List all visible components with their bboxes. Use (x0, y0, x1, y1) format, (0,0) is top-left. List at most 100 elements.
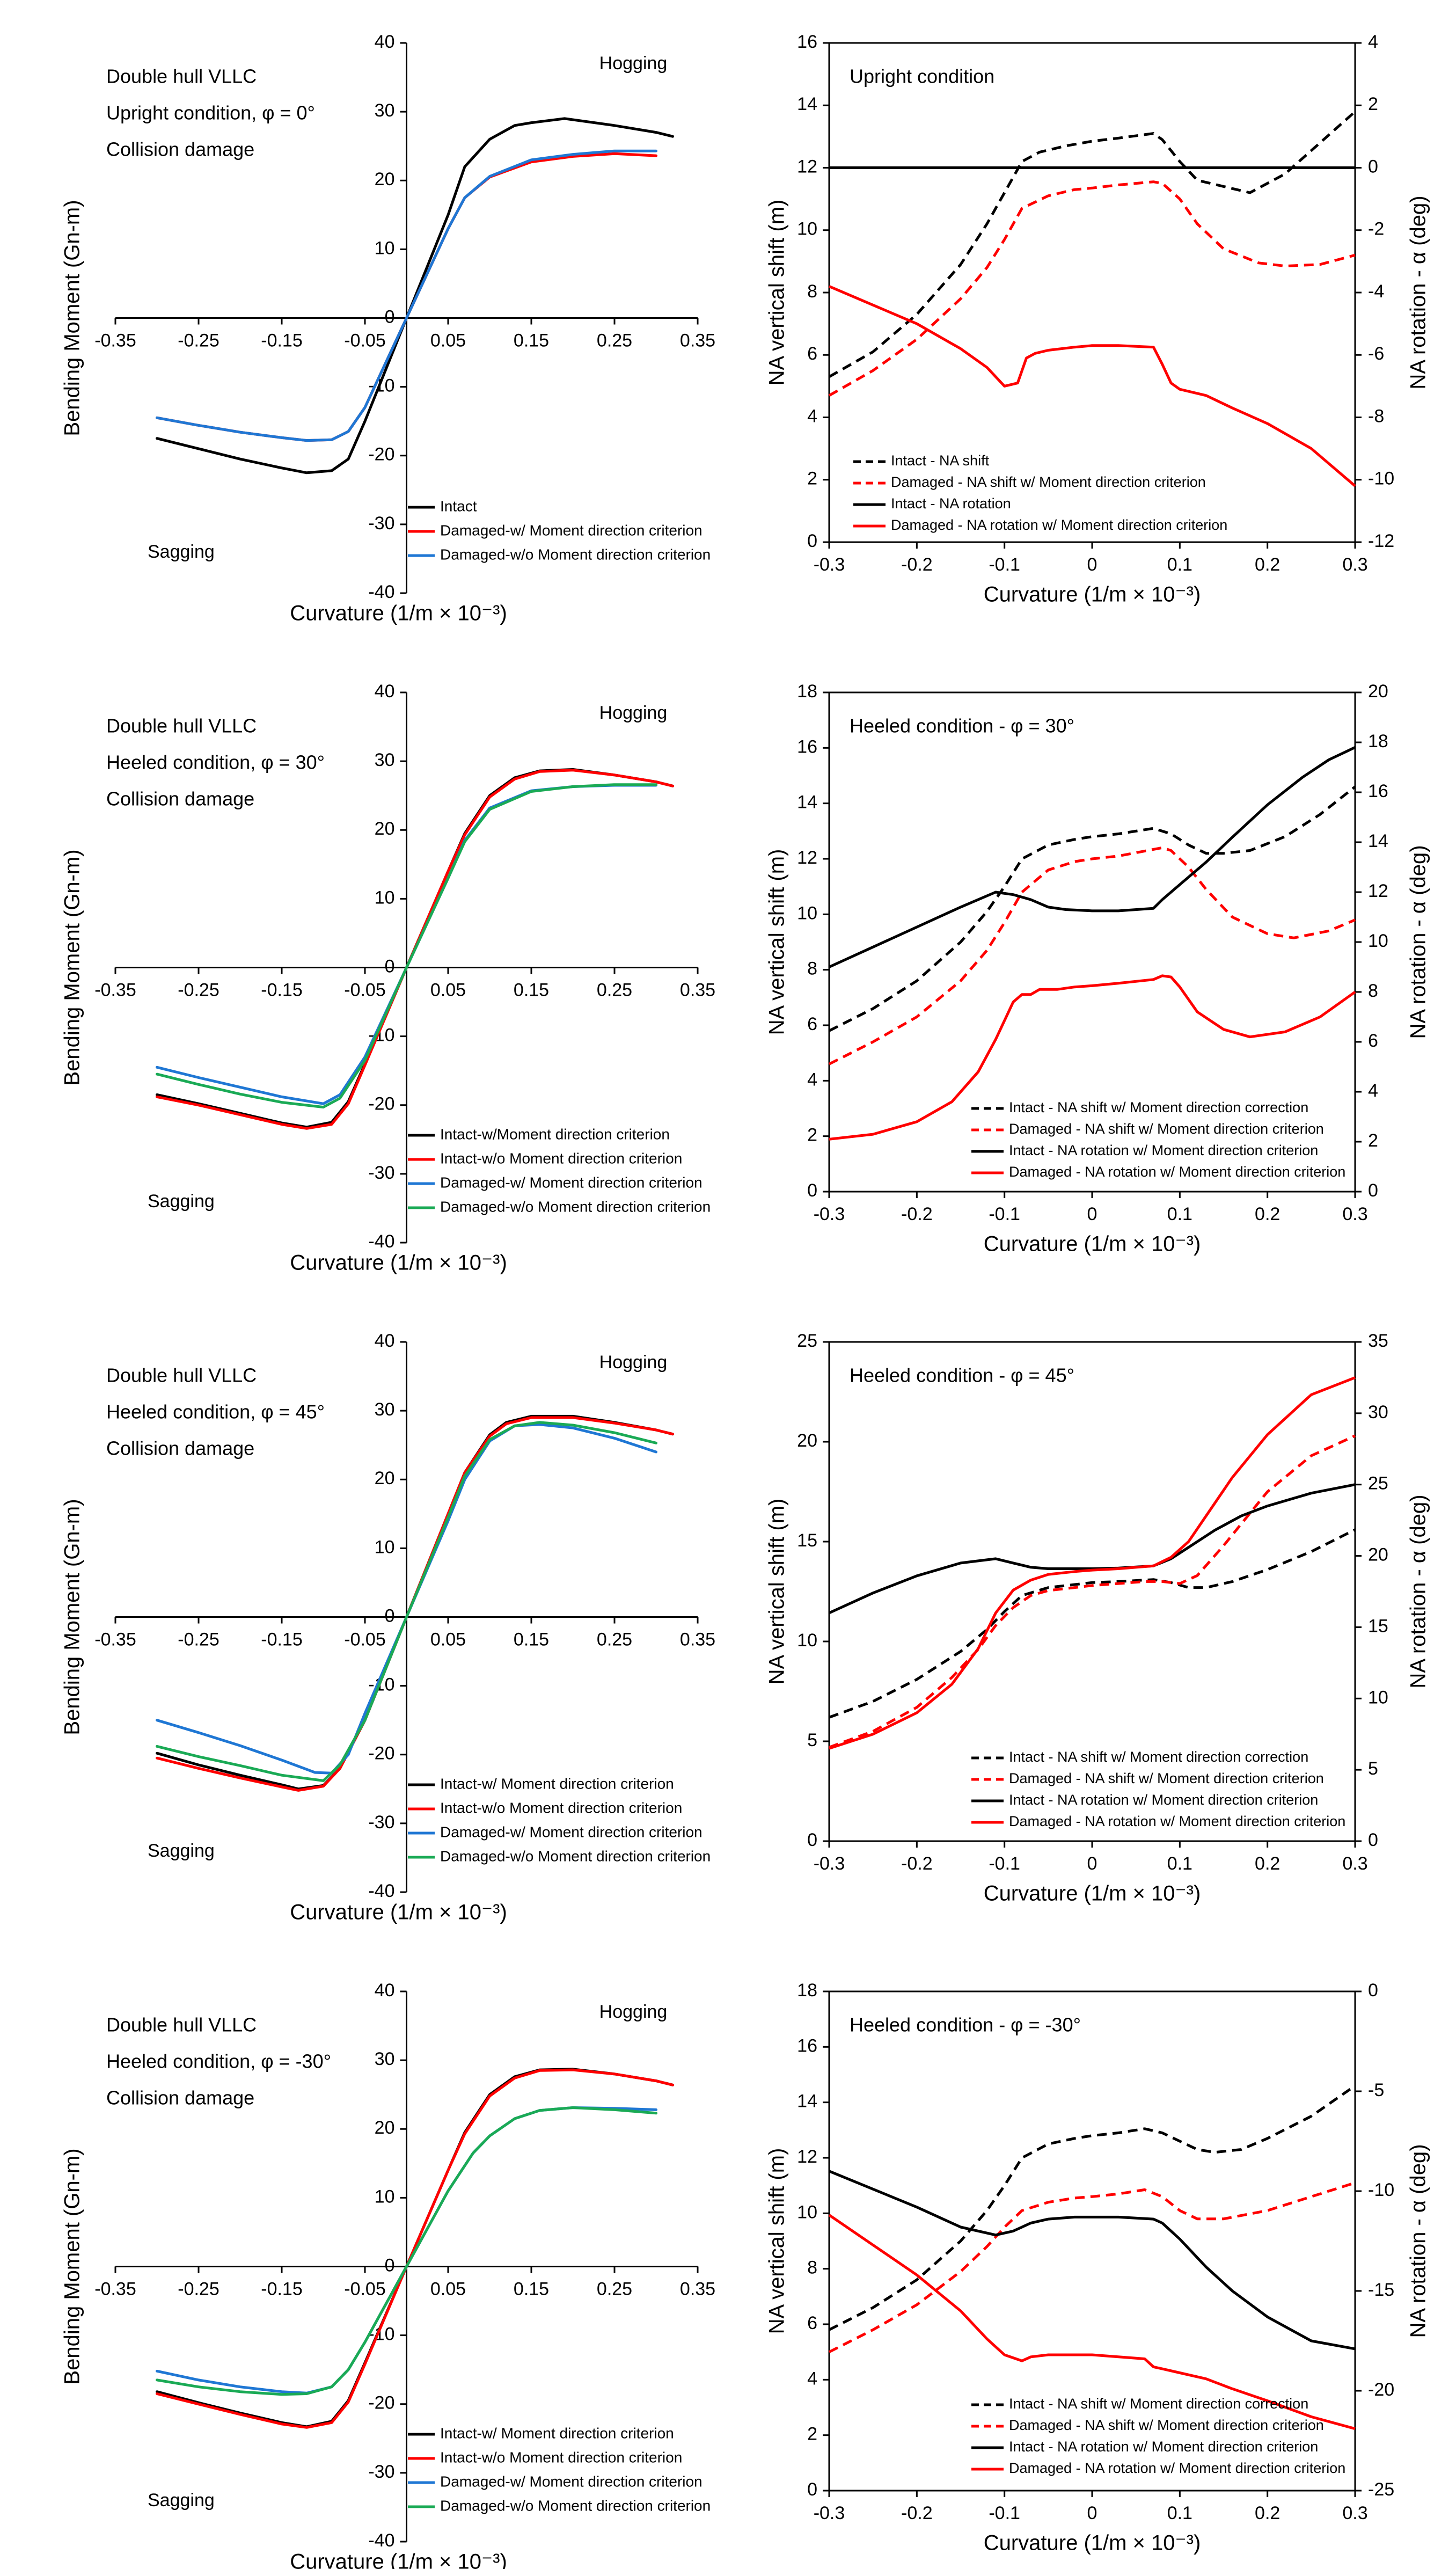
left-y-tick-label: 10 (797, 1630, 817, 1651)
x-tick-label: 0.15 (514, 980, 549, 1000)
series-line (829, 1434, 1356, 1749)
x-tick-label: 0.35 (680, 2279, 715, 2299)
legend-entry: Intact-w/ Moment direction criterion (440, 1775, 674, 1792)
left-y-tick-label: 2 (807, 1125, 817, 1145)
legend-entry: Damaged-w/o Moment direction criterion (440, 2497, 711, 2514)
y-tick-label: -20 (368, 444, 394, 465)
legend-entry: Damaged-w/o Moment direction criterion (440, 1198, 711, 1215)
left-y-tick-label: 2 (807, 469, 817, 489)
series-line (829, 2170, 1356, 2351)
x-tick-label: 0.25 (597, 980, 632, 1000)
right-y-tick-label: 8 (1368, 981, 1378, 1001)
right-y-tick-label: -20 (1368, 2380, 1394, 2400)
right-y-tick-label: -12 (1368, 531, 1394, 551)
left-y-tick-label: 14 (797, 792, 817, 813)
x-tick-label: -0.35 (94, 1629, 136, 1650)
left-y-tick-label: 12 (797, 848, 817, 868)
y-axis-label: Bending Moment (Gn-m) (61, 849, 84, 1085)
right-y-tick-label: -2 (1368, 219, 1384, 239)
legend-entry: Intact (440, 498, 477, 514)
neutral-axis-chart: -0.3 -0.2 -0.1 0 0.1 0.2 0.3 0 2 4 6 8 10 12 14 16 -12 -1… (765, 32, 1430, 607)
right-y-tick-label: 16 (1368, 781, 1388, 801)
hogging-label: Hogging (599, 1352, 668, 1373)
right-y-tick-label: 2 (1368, 1130, 1378, 1151)
y-tick-label: 20 (375, 1468, 395, 1488)
right-y-tick-label: 4 (1368, 1081, 1378, 1101)
x-tick-label: 0.2 (1255, 2503, 1280, 2523)
right-y-axis-label: NA rotation - α (deg) (1407, 2144, 1430, 2338)
x-tick-label: -0.05 (344, 1629, 386, 1650)
y-tick-label: -40 (368, 582, 394, 602)
x-tick-label: 0.1 (1167, 1853, 1192, 1874)
legend-entry: Damaged - NA shift w/ Moment direction c… (1009, 2417, 1324, 2433)
right-y-tick-label: -10 (1368, 2180, 1394, 2200)
left-y-tick-label: 18 (797, 681, 817, 702)
x-tick-label: 0.15 (514, 1629, 549, 1650)
legend-entry: Intact - NA shift (891, 453, 990, 469)
x-tick-label: -0.25 (178, 1629, 220, 1650)
x-axis-label: Curvature (1/m × 10⁻³) (984, 583, 1201, 607)
panel-annotation: Heeled condition, φ = -30° (106, 2050, 331, 2072)
x-axis-label: Curvature (1/m × 10⁻³) (984, 1882, 1201, 1906)
legend-entry: Intact - NA shift w/ Moment direction co… (1009, 1099, 1308, 1115)
legend: Intact - NA shift Damaged - NA shift w/ M… (853, 453, 1227, 533)
x-tick-label: 0.05 (430, 980, 466, 1000)
bending-moment-chart: -0.35 -0.25 -0.15 -0.05 0.05 0.15 0.25 0.35 -40 -… (61, 1331, 716, 1924)
legend-entry: Intact - NA rotation w/ Moment direction… (1009, 1142, 1318, 1158)
left-y-tick-label: 6 (807, 344, 817, 364)
panel-annotation: Collision damage (106, 138, 254, 160)
y-tick-label: -40 (368, 1881, 394, 1901)
y-tick-label: 30 (375, 1399, 395, 1420)
left-y-tick-label: 15 (797, 1530, 817, 1551)
right-y-tick-label: 0 (1368, 156, 1378, 177)
series-line (156, 2068, 674, 2429)
legend-entry: Damaged - NA shift w/ Moment direction c… (1009, 1770, 1324, 1786)
right-y-tick-label: -15 (1368, 2280, 1394, 2300)
bending-moment-chart: -0.35 -0.25 -0.15 -0.05 0.05 0.15 0.25 0.35 -40 -… (61, 1980, 716, 2569)
left-y-tick-label: 0 (807, 531, 817, 551)
x-tick-label: 0 (1087, 554, 1098, 575)
x-tick-label: -0.15 (261, 980, 303, 1000)
left-y-tick-label: 8 (807, 281, 817, 302)
right-y-tick-label: -5 (1368, 2080, 1384, 2100)
x-tick-label: -0.35 (94, 980, 136, 1000)
right-y-tick-label: 6 (1368, 1031, 1378, 1051)
panel-annotation: Upright condition, φ = 0° (106, 102, 315, 124)
x-tick-label: -0.15 (261, 2279, 303, 2299)
series-line (828, 846, 1356, 1065)
left-y-axis-label: NA vertical shift (m) (765, 2148, 789, 2334)
left-y-tick-label: 0 (807, 2479, 817, 2500)
y-tick-label: -20 (368, 1094, 394, 1114)
x-tick-label: 0.3 (1342, 554, 1367, 575)
x-tick-label: 0.3 (1342, 1853, 1367, 1874)
x-tick-label: -0.05 (344, 330, 386, 351)
y-tick-label: 0 (385, 1605, 395, 1626)
panel-annotation: Heeled condition, φ = 45° (106, 1401, 325, 1423)
legend-entry: Intact-w/o Moment direction criterion (440, 1799, 682, 1816)
series-line (828, 180, 1356, 397)
right-y-tick-label: 18 (1368, 731, 1388, 751)
x-axis-label: Curvature (1/m × 10⁻³) (984, 2531, 1201, 2555)
right-y-tick-label: 15 (1368, 1616, 1388, 1636)
right-y-tick-label: 0 (1368, 1980, 1378, 2001)
x-tick-label: -0.2 (901, 554, 933, 575)
legend-entry: Intact - NA rotation (891, 495, 1011, 512)
right-y-axis-label: NA rotation - α (deg) (1407, 845, 1430, 1039)
x-tick-label: -0.35 (94, 2279, 136, 2299)
x-axis-label: Curvature (1/m × 10⁻³) (290, 602, 507, 625)
y-tick-label: 20 (375, 169, 395, 189)
left-y-tick-label: 6 (807, 1014, 817, 1034)
legend-entry: Damaged-w/ Moment direction criterion (440, 522, 703, 538)
series-line (828, 111, 1356, 378)
panel-annotation: Double hull VLLC (106, 65, 257, 87)
right-y-tick-label: 20 (1368, 681, 1388, 702)
legend-entry: Intact - NA rotation w/ Moment direction… (1009, 2439, 1318, 2455)
x-tick-label: -0.35 (94, 330, 136, 351)
x-tick-label: -0.15 (261, 1629, 303, 1650)
x-tick-label: -0.2 (901, 2503, 933, 2523)
x-tick-label: 0.3 (1342, 2503, 1367, 2523)
legend-entry: Damaged - NA rotation w/ Moment directio… (891, 517, 1227, 533)
left-y-tick-label: 20 (797, 1431, 817, 1451)
y-tick-label: 10 (375, 2186, 395, 2207)
right-y-tick-label: 0 (1368, 1830, 1378, 1850)
